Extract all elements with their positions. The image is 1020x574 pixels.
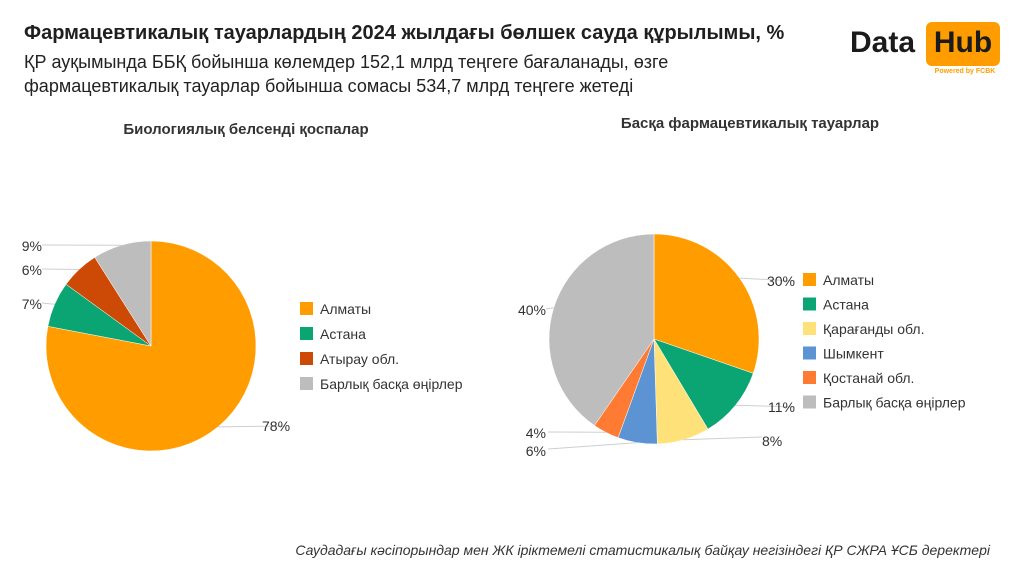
chart-1-legend-label-1: Алматы xyxy=(320,301,371,317)
chart-1-leader-1 xyxy=(217,425,286,428)
chart-2-leader-1 xyxy=(739,277,796,282)
chart-2-leader-6 xyxy=(545,307,554,310)
page-subtitle: ҚР ауқымында ББҚ бойынша көлемдер 152,1 … xyxy=(24,50,824,98)
chart-2-leader-3 xyxy=(683,436,763,441)
chart-1-legend-swatch-4 xyxy=(300,377,313,390)
source-footnote: Саудадағы кәсіпорындар мен ЖК іріктемелі… xyxy=(295,542,990,558)
chart-1-legend-swatch-3 xyxy=(300,352,313,365)
chart-1-legend-swatch-1 xyxy=(300,302,313,315)
page-title: Фармацевтикалық тауарлардың 2024 жылдағы… xyxy=(24,22,785,44)
chart-2-legend-label-4: Шымкент xyxy=(823,346,884,362)
chart-1-legend-label-3: Атырау обл. xyxy=(320,351,399,367)
chart-1-value-label-3: 6% xyxy=(22,262,42,278)
chart-2-legend-label-6: Барлық басқа өңірлер xyxy=(823,395,966,411)
chart-2-legend-label-5: Қостанай обл. xyxy=(823,370,914,386)
logo-data-text: Data xyxy=(850,26,916,59)
logo-hub-text: Hub xyxy=(933,26,993,59)
chart-1-leader-2 xyxy=(41,302,55,305)
logo-powered-text: Powered by FCBK xyxy=(934,68,996,75)
chart-1-legend-swatch-2 xyxy=(300,327,313,340)
logo-hub-box: Hub xyxy=(926,22,1000,66)
chart-1-leader-3 xyxy=(41,268,80,270)
chart-2-legend-swatch-6 xyxy=(803,395,816,409)
chart-2-leader-4 xyxy=(547,442,638,450)
chart-2-legend-label-2: Астана xyxy=(823,297,869,313)
chart-2-slice-2 xyxy=(653,338,754,430)
chart-2-value-label-5: 4% xyxy=(526,425,546,441)
chart-2-legend-swatch-1 xyxy=(803,273,816,286)
chart-2-legend-swatch-2 xyxy=(803,297,816,311)
chart-2-slice-6 xyxy=(548,233,655,426)
chart-2-title: Басқа фармацевтикалық тауарлар xyxy=(621,115,879,132)
chart-1-title: Биологиялық белсенді қоспалар xyxy=(123,121,368,138)
chart-2-legend-swatch-3 xyxy=(803,322,816,335)
chart-1-value-label-1: 78% xyxy=(262,418,290,434)
chart-2-legend-label-3: Қарағанды обл. xyxy=(823,321,925,337)
chart-2-value-label-1: 30% xyxy=(767,273,795,289)
datahub-logo: Data Hub Powered by FCBK xyxy=(850,22,1002,78)
chart-2-value-label-3: 8% xyxy=(762,433,782,449)
chart-2-value-label-2: 11% xyxy=(768,399,795,415)
chart-2-leader-2 xyxy=(735,404,796,408)
chart-1-legend-label-4: Барлық басқа өңірлер xyxy=(320,376,463,392)
subtitle-line-2: фармацевтикалық тауарлар бойынша сомасы … xyxy=(24,76,634,96)
chart-2-value-label-4: 6% xyxy=(526,443,546,459)
chart-2-value-label-6: 40% xyxy=(518,302,546,318)
chart-2-legend-label-1: Алматы xyxy=(823,272,874,288)
chart-1-slice-4 xyxy=(94,240,152,347)
chart-2-legend-swatch-5 xyxy=(803,371,816,384)
subtitle-line-1: ҚР ауқымында ББҚ бойынша көлемдер 152,1 … xyxy=(24,52,669,72)
chart-1-value-label-4: 9% xyxy=(22,238,42,254)
chart-1-legend-label-2: Астана xyxy=(320,326,366,342)
chart-1-value-label-2: 7% xyxy=(22,296,42,312)
chart-2-legend-swatch-4 xyxy=(803,346,816,360)
